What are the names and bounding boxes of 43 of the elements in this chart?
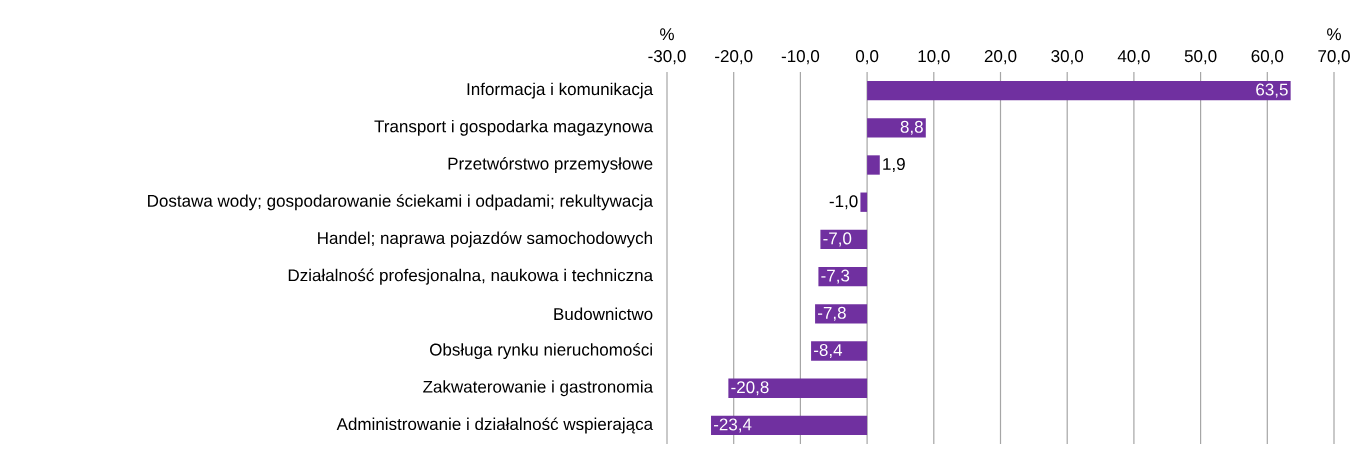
x-tick-label: 60,0 (1251, 50, 1284, 65)
x-tick-label: -10,0 (781, 50, 820, 65)
y-tick-label: Informacja i komunikacja (467, 82, 654, 99)
data-label: -20,8 (731, 381, 769, 396)
bar (860, 192, 868, 212)
bar (711, 415, 868, 436)
bar (820, 229, 868, 250)
x-tick-label: 10,0 (918, 50, 950, 65)
data-label: -7,0 (823, 232, 852, 247)
bar (867, 118, 926, 138)
y-tick-label: Budownictwo (554, 307, 653, 321)
data-label: -7,3 (821, 269, 850, 284)
y-tick-label: Obsługa rynku nieruchomości (430, 342, 652, 360)
data-label: 8,8 (900, 120, 923, 135)
x-tick-label: 50,0 (1184, 50, 1217, 65)
bar (867, 80, 1291, 101)
data-label: -7,8 (818, 306, 846, 321)
y-tick-label: Dostawa wody; gospodarowanie ściekami i odpadami; rekultywacja (148, 194, 654, 211)
y-tick-label: Administrowanie i działalność wspierająca (336, 417, 654, 434)
y-tick-label: Działalność profesjonalna, naukowa i techniczna (288, 268, 654, 285)
x-tick-label: 20,0 (984, 50, 1017, 65)
bar (867, 155, 880, 175)
bar (811, 341, 868, 361)
data-label: -1,0 (829, 195, 858, 210)
text: % (1327, 28, 1341, 41)
y-tick-label: Handel; naprawa pojazdów samochodowych (318, 231, 652, 248)
bar (815, 304, 868, 324)
data-label: -8,4 (814, 343, 843, 359)
bar (728, 378, 868, 398)
x-tick-label: -30,0 (648, 50, 686, 65)
data-label: -23,4 (713, 418, 752, 433)
x-tick-label: -20,0 (715, 50, 753, 65)
y-tick-label: Przetwórstwo przemysłowe (448, 156, 653, 174)
y-tick-label: Zakwaterowanie i gastronomia (423, 380, 654, 397)
x-tick-label: 30,0 (1051, 50, 1084, 65)
x-axis-title: % (660, 28, 674, 41)
x-tick-label: 0,0 (855, 50, 879, 65)
bar (818, 266, 868, 287)
data-label: 1,9 (883, 157, 905, 173)
x-tick-label: 40,0 (1117, 50, 1150, 65)
x-tick-label: 70,0 (1318, 50, 1350, 65)
y-tick-label: Transport i gospodarka magazynowa (374, 119, 654, 136)
data-label: 63,5 (1256, 83, 1288, 98)
